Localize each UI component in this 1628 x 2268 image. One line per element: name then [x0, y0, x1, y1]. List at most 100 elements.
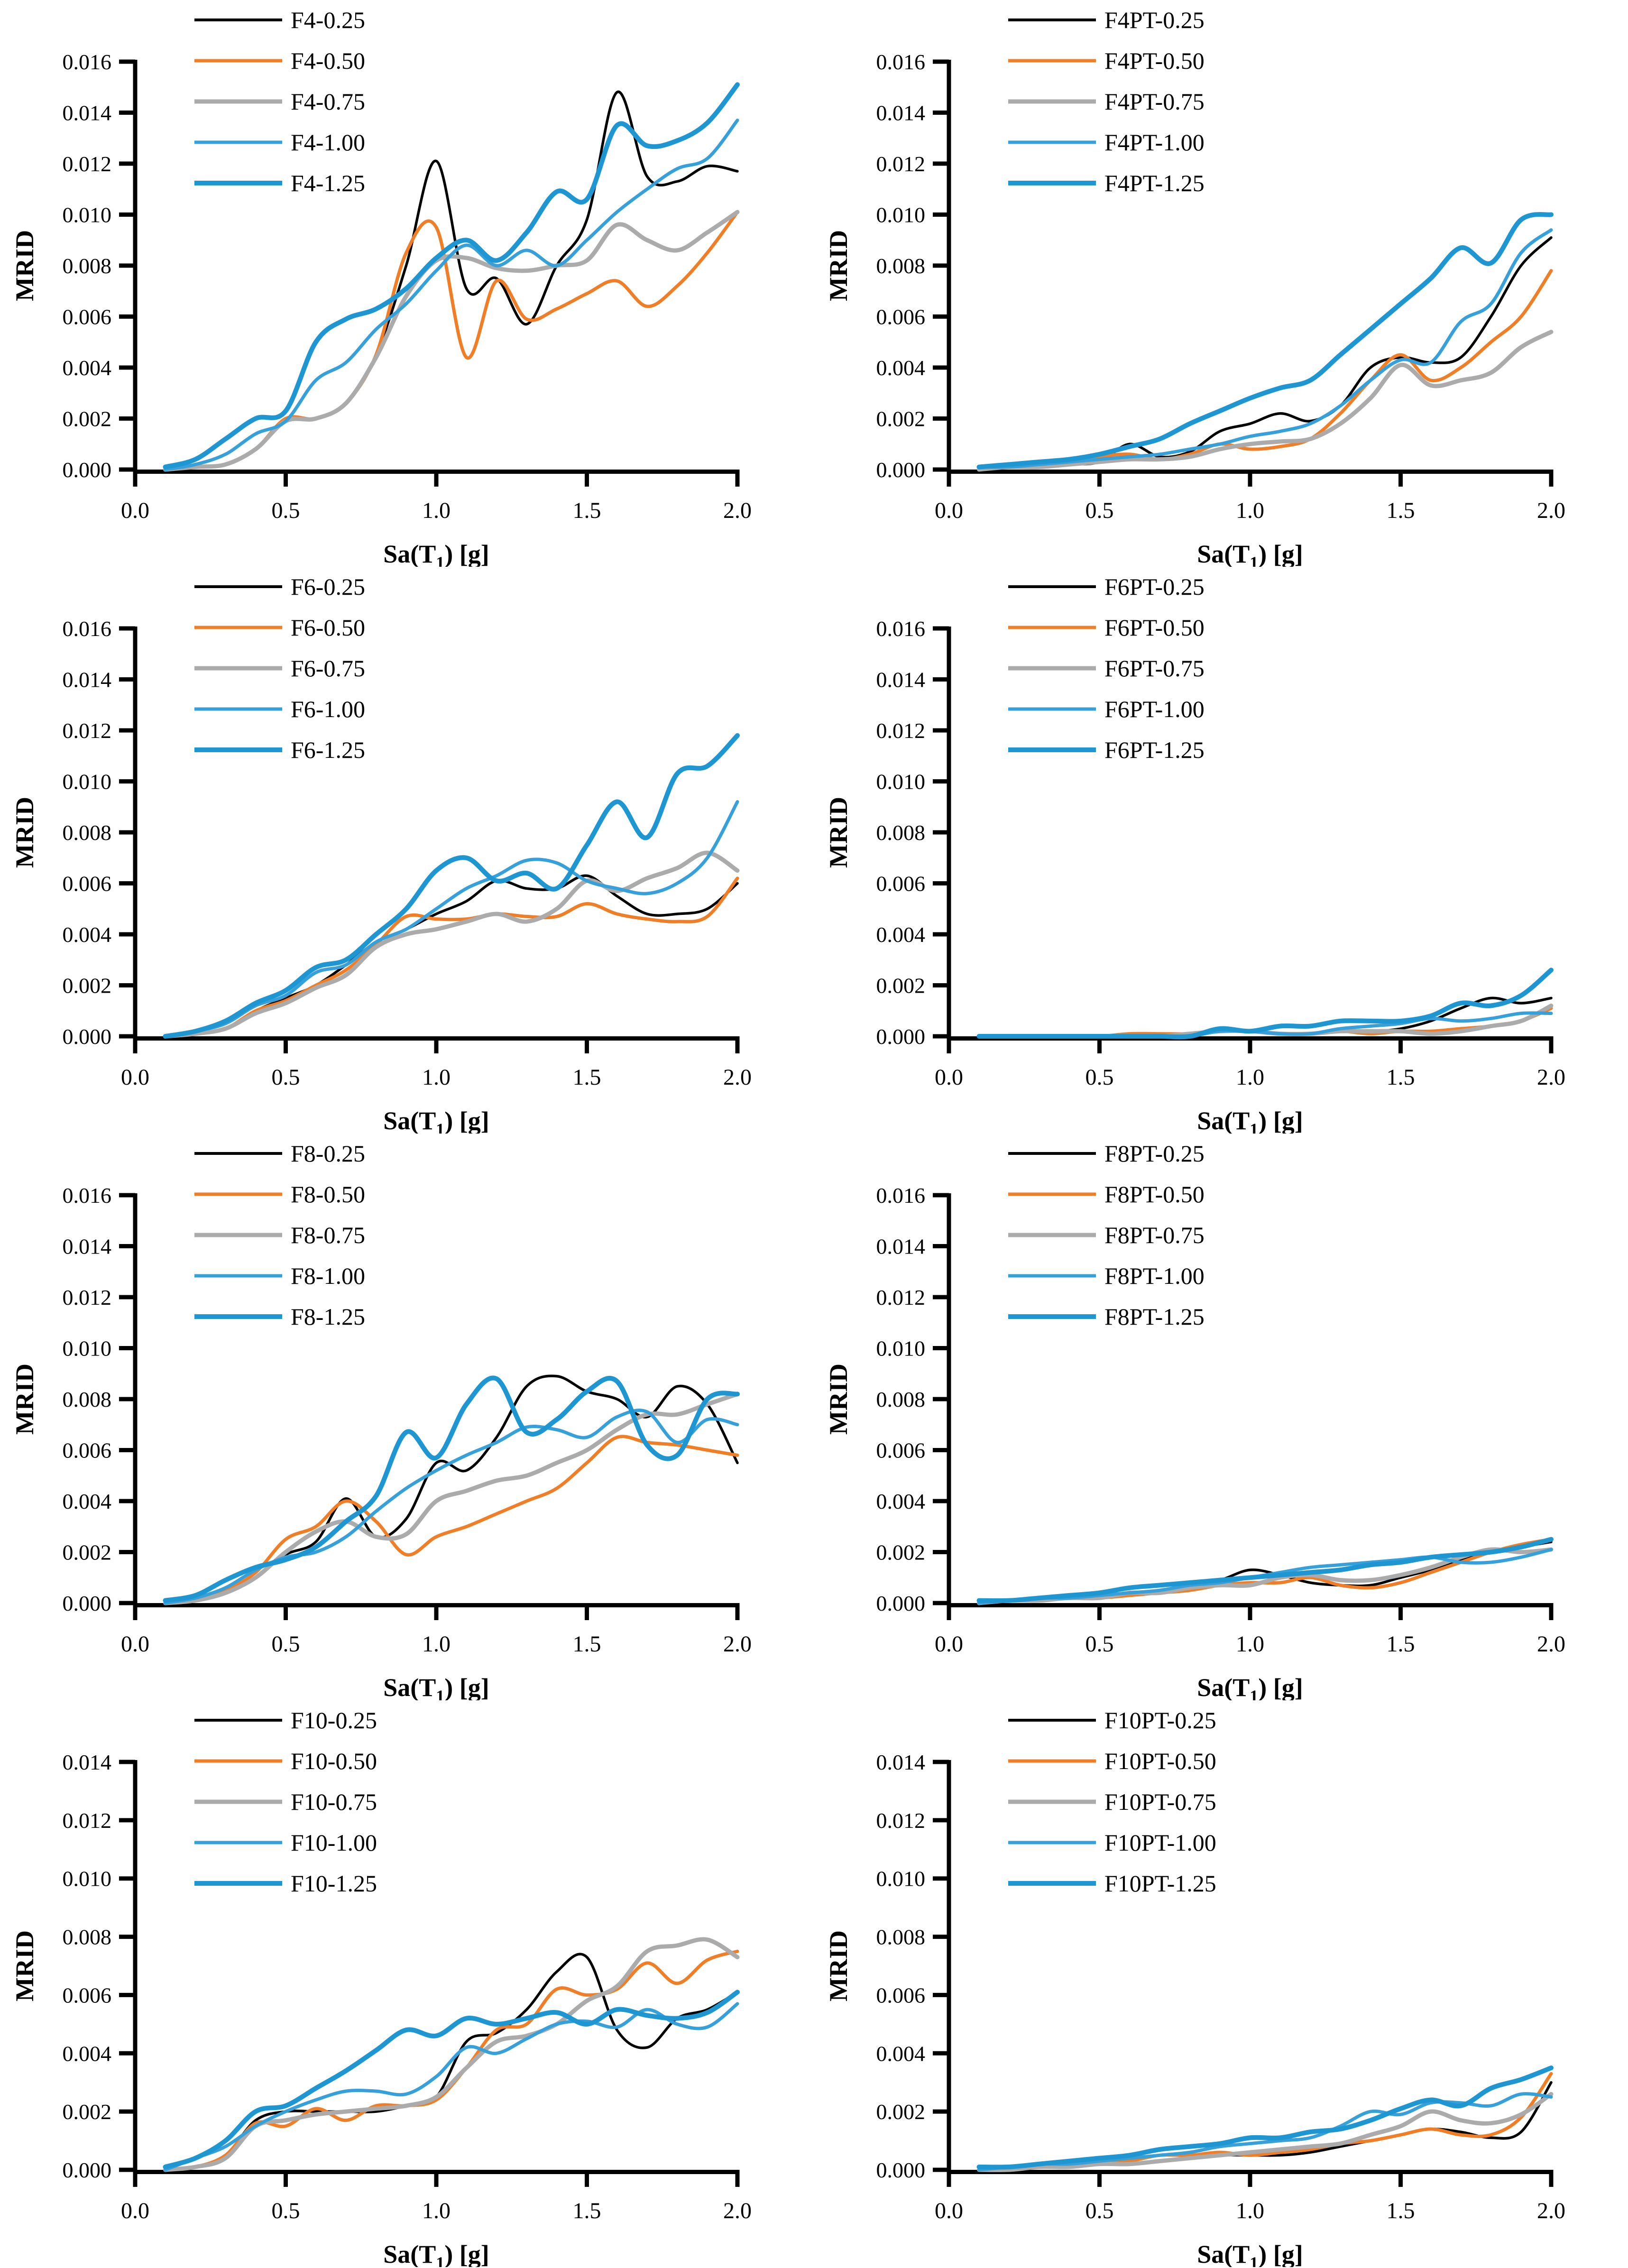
chart-F8: 0.000 0.002 0.004 0.006 0.008 0.010 0.012 0.014…: [0, 1134, 814, 1700]
legend-label: F8PT-1.25: [1104, 1303, 1205, 1330]
y-tick-label: 0.010: [63, 203, 112, 227]
legend-item-F6PT-1.25: F6PT-1.25: [1008, 737, 1205, 763]
y-tick-label: 0.004: [63, 922, 112, 947]
x-tick-label: 0.5: [272, 1632, 300, 1657]
series-lines: [976, 1537, 1554, 1605]
y-tick-label: 0.012: [63, 1808, 112, 1833]
series-line-F8-1.25: [163, 1375, 740, 1603]
legend-item-F4PT-0.50: F4PT-0.50: [1008, 47, 1205, 74]
legend-item-F10PT-1.25: F10PT-1.25: [1008, 1870, 1216, 1897]
y-tick-label: 0.016: [63, 1183, 112, 1208]
y-tick-label: 0.002: [63, 407, 112, 431]
legend-label: F4-0.75: [291, 88, 365, 115]
x-tick-label: 2.0: [723, 1632, 752, 1657]
x-tick-label: 2.0: [723, 1065, 752, 1090]
legend-item-F10-0.50: F10-0.50: [194, 1748, 377, 1774]
x-tick-label: 1.5: [1387, 2198, 1415, 2223]
legend-label: F8-1.00: [291, 1263, 365, 1289]
y-tick-label: 0.008: [63, 821, 112, 845]
legend-label: F6PT-0.50: [1104, 614, 1205, 641]
axes: 0.000 0.002 0.004 0.006 0.008 0.010 0.012 0.014…: [63, 1183, 752, 1657]
series-lines: [976, 968, 1554, 1040]
x-tick-label: 0.5: [272, 2198, 300, 2223]
x-tick-label: 0.5: [272, 498, 300, 523]
series-line-F4-1.00: [164, 119, 739, 471]
y-tick-label: 0.014: [876, 1750, 926, 1774]
y-tick-label: 0.004: [63, 2041, 112, 2065]
legend-label: F8PT-0.75: [1104, 1222, 1205, 1248]
chart-svg-F6PT: 0.000 0.002 0.004 0.006 0.008 0.010 0.012 0.014…: [824, 573, 1565, 1134]
legend-label: F8-1.25: [291, 1303, 365, 1330]
legend-item-F8PT-1.25: F8PT-1.25: [1008, 1303, 1205, 1330]
y-tick-label: 0.008: [876, 1387, 926, 1411]
y-tick-label: 0.004: [876, 922, 926, 947]
legend-label: F4PT-1.00: [1104, 129, 1205, 156]
y-tick-label: 0.002: [63, 974, 112, 998]
y-tick-label: 0.002: [876, 974, 926, 998]
legend-label: F6-0.50: [291, 614, 365, 641]
chart-F6: 0.000 0.002 0.004 0.006 0.008 0.010 0.012 0.014…: [0, 567, 814, 1134]
x-axis-title: Sa(T1) [g]: [1197, 2240, 1303, 2267]
series-line-F4PT-0.50: [977, 269, 1553, 471]
y-tick-label: 0.000: [876, 1024, 926, 1049]
legend-label: F10PT-1.25: [1104, 1870, 1216, 1897]
legend-label: F8PT-1.00: [1104, 1263, 1205, 1289]
y-tick-label: 0.014: [63, 668, 112, 692]
y-tick-label: 0.008: [876, 254, 926, 278]
series-line-F4-0.50: [164, 210, 739, 471]
chart-F8PT: 0.000 0.002 0.004 0.006 0.008 0.010 0.012 0.014…: [814, 1134, 1628, 1700]
x-tick-label: 1.5: [1387, 1632, 1415, 1657]
x-tick-label: 0.5: [1085, 1065, 1114, 1090]
x-axis-title: Sa(T1) [g]: [1197, 1673, 1303, 1700]
y-axis-title: MRID: [10, 230, 39, 301]
x-tick-label: 0.5: [1085, 1632, 1114, 1657]
x-axis-title: Sa(T1) [g]: [1197, 1106, 1303, 1134]
x-tick-label: 0.5: [1085, 498, 1114, 523]
legend-item-F4-1.25: F4-1.25: [194, 170, 365, 196]
y-tick-label: 0.006: [63, 872, 112, 896]
x-tick-label: 1.0: [422, 1065, 451, 1090]
chart-F4: 0.000 0.002 0.004 0.006 0.008 0.010 0.012 0.014…: [0, 0, 814, 567]
axes: 0.000 0.002 0.004 0.006 0.008 0.010 0.012 0.014…: [63, 50, 752, 523]
x-axis-title: Sa(T1) [g]: [1197, 540, 1303, 567]
legend-item-F6-0.50: F6-0.50: [194, 614, 365, 641]
y-axis-title: MRID: [824, 1930, 853, 2001]
y-tick-label: 0.002: [876, 1540, 926, 1565]
y-tick-label: 0.004: [876, 356, 926, 380]
legend-item-F8-0.75: F8-0.75: [194, 1222, 365, 1248]
legend-item-F8PT-0.25: F8PT-0.25: [1008, 1140, 1205, 1167]
series-line-F10-1.25: [163, 1990, 740, 2169]
x-tick-label: 1.5: [1387, 498, 1415, 523]
y-tick-label: 0.014: [63, 1235, 112, 1259]
chart-svg-F4PT: 0.000 0.002 0.004 0.006 0.008 0.010 0.012 0.014…: [824, 7, 1566, 567]
y-tick-label: 0.012: [63, 1285, 112, 1309]
x-tick-label: 1.5: [573, 1065, 601, 1090]
axes: 0.000 0.002 0.004 0.006 0.008 0.010 0.012 0.014…: [876, 50, 1566, 523]
x-tick-label: 1.0: [422, 498, 451, 523]
y-tick-label: 0.010: [63, 1867, 112, 1891]
legend-label: F4-0.50: [291, 47, 365, 74]
legend-label: F6PT-1.25: [1104, 737, 1205, 763]
legend-label: F4-0.25: [291, 7, 365, 33]
x-tick-label: 0.0: [121, 1632, 149, 1657]
series-line-F4-1.25: [163, 82, 740, 470]
legend-label: F6PT-1.00: [1104, 696, 1205, 722]
y-tick-label: 0.000: [876, 1591, 926, 1615]
axes: 0.000 0.002 0.004 0.006 0.008 0.010 0.012 0.014…: [876, 1183, 1566, 1657]
y-tick-label: 0.006: [63, 1983, 112, 2007]
legend-item-F8PT-0.75: F8PT-0.75: [1008, 1222, 1205, 1248]
y-tick-label: 0.006: [876, 1438, 926, 1463]
chart-F10PT: 0.000 0.002 0.004 0.006 0.008 0.010 0.012 0.014…: [814, 1700, 1628, 2267]
x-tick-label: 1.0: [422, 2198, 451, 2223]
series-line-F4-0.75: [163, 210, 740, 472]
y-tick-label: 0.012: [876, 1808, 926, 1833]
legend-item-F6-1.00: F6-1.00: [194, 696, 365, 722]
y-tick-label: 0.004: [876, 2041, 926, 2065]
y-axis-title: MRID: [824, 797, 853, 868]
legend-item-F4PT-0.75: F4PT-0.75: [1008, 88, 1205, 115]
x-tick-label: 2.0: [1537, 2198, 1565, 2223]
legend-label: F6PT-0.75: [1104, 655, 1205, 682]
y-axis-title: MRID: [10, 1364, 39, 1435]
x-tick-label: 2.0: [1537, 498, 1565, 523]
